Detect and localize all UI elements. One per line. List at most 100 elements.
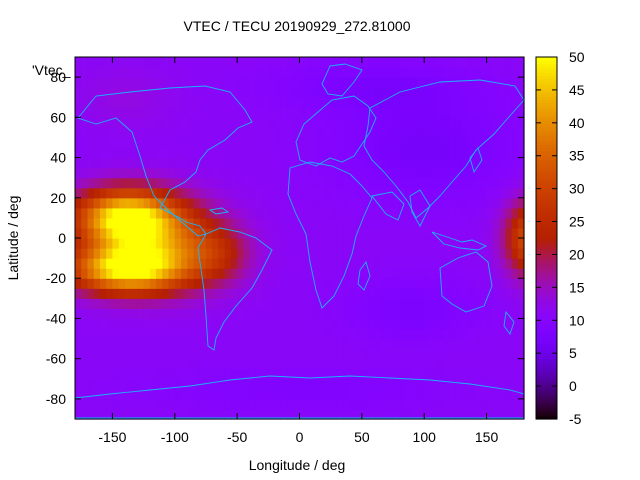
heatmap-cell (174, 318, 182, 330)
heatmap-cell (492, 167, 500, 179)
heatmap-cell (505, 167, 513, 179)
heatmap-cell (243, 127, 251, 139)
heatmap-cell (511, 207, 519, 219)
heatmap-cell (474, 97, 481, 108)
heatmap-cell (424, 308, 432, 320)
heatmap-cell (442, 338, 450, 350)
heatmap-cell (205, 167, 213, 179)
heatmap-cell (361, 77, 369, 88)
heatmap-cell (318, 348, 326, 360)
heatmap-cell (399, 137, 407, 149)
heatmap-cell (305, 328, 313, 340)
heatmap-cell (162, 328, 170, 340)
heatmap-cell (499, 177, 506, 189)
heatmap-cell (168, 328, 176, 340)
heatmap-cell (424, 248, 432, 259)
heatmap-cell (112, 328, 120, 340)
heatmap-cell (411, 308, 419, 320)
heatmap-cell (75, 207, 82, 219)
heatmap-cell (461, 408, 469, 420)
heatmap-cell (156, 157, 163, 169)
heatmap-cell (124, 227, 132, 239)
heatmap-cell (361, 288, 369, 299)
heatmap-cell (255, 408, 263, 420)
heatmap-cell (143, 328, 151, 340)
heatmap-cell (199, 408, 207, 420)
colorbar-step (536, 304, 557, 308)
heatmap-cell (156, 217, 163, 229)
heatmap-cell (118, 127, 126, 139)
heatmap-cell (124, 238, 132, 249)
heatmap-cell (517, 378, 525, 390)
heatmap-cell (442, 368, 450, 380)
heatmap-cell (499, 157, 506, 169)
heatmap-cell (249, 77, 257, 88)
heatmap-cell (174, 197, 182, 209)
heatmap-cell (87, 368, 95, 380)
heatmap-cell (505, 378, 513, 390)
heatmap-cell (243, 278, 251, 289)
heatmap-cell (156, 258, 163, 269)
heatmap-cell (218, 57, 226, 68)
heatmap-cell (299, 97, 307, 108)
heatmap-cell (230, 207, 238, 219)
heatmap-cell (174, 368, 182, 380)
heatmap-cell (274, 268, 282, 279)
heatmap-cell (162, 157, 170, 169)
heatmap-cell (355, 308, 363, 320)
heatmap-cell (480, 147, 488, 159)
heatmap-cell (511, 177, 519, 189)
heatmap-cell (499, 217, 506, 229)
heatmap-cell (81, 107, 89, 118)
heatmap-cell (268, 177, 276, 189)
colorbar-step (536, 406, 557, 411)
heatmap-cell (162, 147, 170, 159)
heatmap-cell (336, 238, 344, 249)
heatmap-cell (405, 258, 413, 269)
heatmap-cell (137, 147, 145, 159)
heatmap-cell (249, 147, 257, 159)
heatmap-cell (405, 338, 413, 350)
heatmap-cell (137, 87, 145, 98)
heatmap-cell (287, 318, 294, 330)
heatmap-cell (193, 318, 201, 330)
colorbar-step (536, 265, 557, 269)
heatmap-cell (131, 207, 138, 219)
heatmap-cell (287, 127, 294, 139)
heatmap-cell (156, 238, 163, 249)
heatmap-cell (255, 67, 263, 78)
heatmap-cell (324, 147, 332, 159)
heatmap-cell (174, 398, 182, 410)
heatmap-cell (237, 298, 244, 309)
heatmap-cell (336, 258, 344, 269)
heatmap-cell (324, 207, 332, 219)
heatmap-cell (411, 197, 419, 209)
heatmap-cell (517, 207, 525, 219)
heatmap-cell (174, 167, 182, 179)
heatmap-cell (405, 97, 413, 108)
heatmap-cell (430, 278, 438, 289)
heatmap-cell (106, 368, 114, 380)
heatmap-cell (361, 278, 369, 289)
heatmap-cell (230, 378, 238, 390)
heatmap-cell (106, 328, 114, 340)
heatmap-cell (224, 338, 232, 350)
heatmap-cell (143, 308, 151, 320)
colorbar-step (536, 364, 557, 369)
heatmap-cell (386, 388, 394, 400)
heatmap-cell (417, 117, 425, 128)
heatmap-cell (75, 127, 82, 139)
heatmap-cell (455, 238, 463, 249)
heatmap-cell (224, 328, 232, 340)
colorbar-step (536, 195, 557, 200)
heatmap-cell (287, 147, 294, 159)
heatmap-cell (436, 127, 444, 139)
colorbar-step (536, 373, 557, 378)
heatmap-cell (255, 97, 263, 108)
heatmap-cell (112, 177, 120, 189)
heatmap-cell (280, 77, 288, 88)
heatmap-cell (137, 127, 145, 139)
heatmap-cell (368, 358, 375, 370)
heatmap-cell (442, 127, 450, 139)
heatmap-cell (336, 177, 344, 189)
